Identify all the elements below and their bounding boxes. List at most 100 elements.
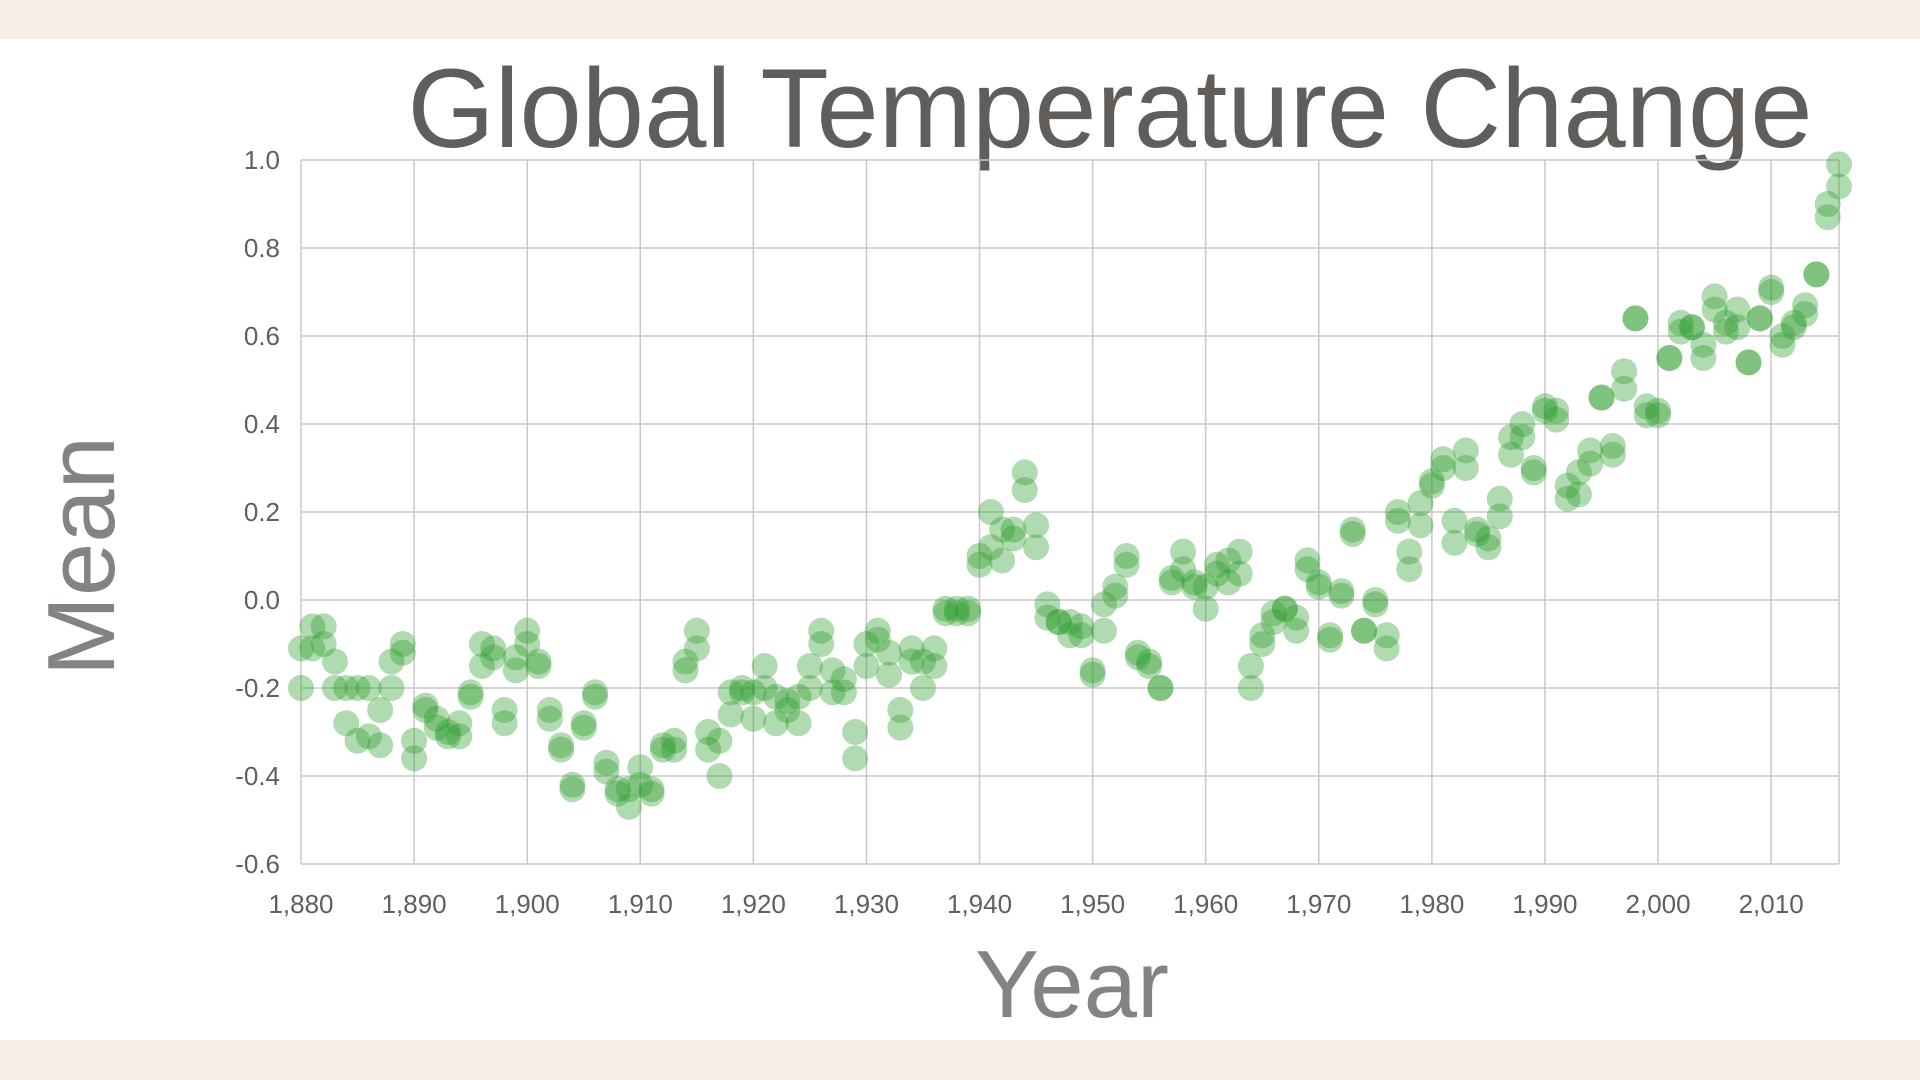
data-point [672,648,699,675]
data-point [1633,393,1660,420]
data-point [876,639,903,666]
data-point [785,710,812,737]
data-point [1543,406,1570,433]
data-point [909,648,936,675]
data-point [842,719,869,745]
data-point [355,723,382,750]
data-point [943,595,970,622]
data-point [1531,397,1558,424]
x-tick-label: 1,880 [268,889,333,919]
data-point [1520,459,1547,486]
data-point [1215,547,1242,574]
data-point [1023,534,1050,561]
data-point [1531,393,1558,420]
x-tick-label: 1,980 [1399,889,1464,919]
data-point [661,727,688,754]
data-point [751,653,778,679]
data-point [989,516,1016,543]
data-point [1667,309,1694,336]
data-point [1690,345,1717,371]
data-point [525,653,552,679]
data-point [796,675,823,701]
data-point [1656,345,1683,371]
data-point [468,653,495,679]
data-point [1769,331,1796,358]
y-tick-label: 0.0 [244,585,280,615]
data-point [389,639,416,666]
data-point [796,653,823,679]
data-point [1746,305,1773,332]
data-point [582,679,609,706]
data-point [1792,292,1819,319]
data-point [1407,512,1434,539]
data-point [683,635,710,662]
data-point [1622,305,1649,332]
data-point [1678,314,1705,341]
data-point [401,727,428,754]
data-point [1509,411,1536,437]
data-point [1645,397,1672,424]
data-point [333,675,360,701]
data-point [1045,609,1072,635]
data-point [1249,622,1276,649]
y-axis-ticks: 1.0 0.8 0.6 0.4 0.2 0.0 -0.2 -0.4 -0.6 [235,145,280,879]
data-point [1452,437,1479,464]
data-point [514,631,541,657]
data-point [1011,477,1038,503]
data-point [1565,481,1592,508]
data-point [548,732,575,759]
data-point [1373,635,1400,662]
x-axis-title: Year [975,931,1169,1038]
data-point [1147,675,1174,701]
x-tick-label: 1,910 [608,889,673,919]
data-point [830,679,857,706]
data-point [1769,323,1796,349]
data-point [808,617,835,644]
x-tick-label: 2,000 [1626,889,1691,919]
data-point [1803,261,1830,288]
data-point [1328,578,1355,605]
x-axis-ticks: 1,880 1,890 1,900 1,910 1,920 1,930 1,940 1,950… [268,889,1803,919]
data-point [1384,499,1411,525]
data-point [1124,644,1151,671]
data-point [1826,173,1852,200]
data-point [536,697,563,723]
data-point [830,666,857,693]
data-point [1249,631,1276,657]
data-point [1034,591,1061,618]
data-point [1136,648,1163,675]
data-point [683,617,710,644]
data-point [1701,296,1728,323]
data-point [288,675,314,701]
data-point [774,688,801,715]
x-tick-label: 1,920 [721,889,786,919]
data-point [1204,560,1231,587]
data-point [604,780,631,807]
data-point [1339,521,1366,547]
data-point [1509,424,1536,451]
data-point [717,701,744,728]
data-point [310,631,337,657]
data-point [1803,261,1830,288]
data-point [288,635,314,662]
data-point [1192,573,1219,600]
data-point [1814,204,1841,231]
data-point [468,631,495,657]
data-point [1588,384,1615,411]
data-point [1441,507,1468,534]
data-point [989,547,1016,574]
data-point [344,675,371,701]
x-tick-label: 1,940 [947,889,1012,919]
data-point [615,776,642,803]
data-point [1260,600,1287,627]
data-point [1079,657,1106,684]
data-point [1068,622,1095,649]
data-point [1237,653,1264,679]
data-point [1599,433,1626,459]
data-point [1599,441,1626,468]
data-point [593,749,620,776]
data-point [1226,560,1253,587]
data-point [446,723,473,750]
data-point [525,648,552,675]
x-tick-label: 1,960 [1173,889,1238,919]
